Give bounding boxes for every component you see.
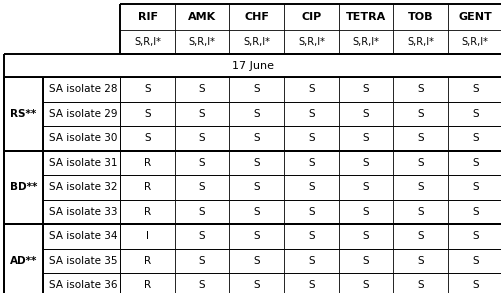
Text: S: S	[144, 109, 151, 119]
Text: S: S	[199, 182, 205, 192]
Text: RS**: RS**	[10, 109, 37, 119]
Text: RIF: RIF	[138, 12, 157, 22]
Text: S: S	[308, 133, 315, 143]
Text: S: S	[254, 280, 260, 290]
Text: S: S	[472, 280, 478, 290]
Text: S: S	[254, 158, 260, 168]
Text: S: S	[363, 109, 369, 119]
Text: S: S	[308, 109, 315, 119]
Text: S: S	[308, 207, 315, 217]
Text: S: S	[308, 182, 315, 192]
Text: S: S	[254, 84, 260, 94]
Text: SA isolate 33: SA isolate 33	[49, 207, 117, 217]
Text: S: S	[472, 133, 478, 143]
Text: SA isolate 35: SA isolate 35	[49, 256, 117, 266]
Text: S: S	[417, 133, 424, 143]
Text: S,R,I*: S,R,I*	[134, 37, 161, 47]
Text: S,R,I*: S,R,I*	[462, 37, 488, 47]
Text: S: S	[472, 231, 478, 241]
Text: S,R,I*: S,R,I*	[353, 37, 379, 47]
Text: S: S	[199, 133, 205, 143]
Text: S: S	[254, 231, 260, 241]
Text: SA isolate 28: SA isolate 28	[49, 84, 117, 94]
Text: SA isolate 32: SA isolate 32	[49, 182, 117, 192]
Text: S: S	[472, 158, 478, 168]
Text: BD**: BD**	[10, 182, 37, 192]
Text: S: S	[363, 207, 369, 217]
Text: S: S	[199, 158, 205, 168]
Text: R: R	[144, 280, 151, 290]
Text: S: S	[472, 109, 478, 119]
Text: S: S	[199, 256, 205, 266]
Text: SA isolate 31: SA isolate 31	[49, 158, 117, 168]
Text: GENT: GENT	[458, 12, 492, 22]
Text: S,R,I*: S,R,I*	[189, 37, 215, 47]
Text: CIP: CIP	[301, 12, 322, 22]
Text: R: R	[144, 256, 151, 266]
Text: S: S	[417, 109, 424, 119]
Text: R: R	[144, 207, 151, 217]
Text: SA isolate 30: SA isolate 30	[49, 133, 117, 143]
Text: S: S	[199, 84, 205, 94]
Text: S: S	[199, 280, 205, 290]
Text: S,R,I*: S,R,I*	[243, 37, 270, 47]
Text: S: S	[472, 182, 478, 192]
Text: S: S	[417, 182, 424, 192]
Text: SA isolate 36: SA isolate 36	[49, 280, 117, 290]
Text: S: S	[417, 280, 424, 290]
Text: S: S	[199, 231, 205, 241]
Text: I: I	[146, 231, 149, 241]
Text: TETRA: TETRA	[346, 12, 386, 22]
Text: CHF: CHF	[244, 12, 269, 22]
Text: S: S	[417, 158, 424, 168]
Text: S,R,I*: S,R,I*	[407, 37, 434, 47]
Text: R: R	[144, 182, 151, 192]
Text: S: S	[363, 280, 369, 290]
Text: S: S	[254, 109, 260, 119]
Text: S: S	[363, 84, 369, 94]
Text: S: S	[254, 256, 260, 266]
Text: S: S	[363, 231, 369, 241]
Text: S: S	[417, 207, 424, 217]
Text: S: S	[472, 256, 478, 266]
Text: S,R,I*: S,R,I*	[298, 37, 325, 47]
Text: S: S	[308, 231, 315, 241]
Text: S: S	[363, 182, 369, 192]
Text: S: S	[308, 84, 315, 94]
Text: 17 June: 17 June	[232, 61, 274, 71]
Text: S: S	[472, 84, 478, 94]
Text: S: S	[254, 182, 260, 192]
Text: S: S	[308, 158, 315, 168]
Text: S: S	[472, 207, 478, 217]
Text: S: S	[363, 158, 369, 168]
Text: S: S	[254, 133, 260, 143]
Text: S: S	[363, 256, 369, 266]
Text: S: S	[254, 207, 260, 217]
Text: S: S	[417, 84, 424, 94]
Text: S: S	[199, 207, 205, 217]
Text: SA isolate 29: SA isolate 29	[49, 109, 117, 119]
Text: S: S	[417, 256, 424, 266]
Text: AMK: AMK	[188, 12, 216, 22]
Text: R: R	[144, 158, 151, 168]
Text: S: S	[308, 280, 315, 290]
Text: S: S	[363, 133, 369, 143]
Text: S: S	[308, 256, 315, 266]
Text: AD**: AD**	[10, 256, 37, 266]
Text: S: S	[417, 231, 424, 241]
Text: TOB: TOB	[408, 12, 433, 22]
Text: S: S	[199, 109, 205, 119]
Text: SA isolate 34: SA isolate 34	[49, 231, 117, 241]
Text: S: S	[144, 84, 151, 94]
Text: S: S	[144, 133, 151, 143]
